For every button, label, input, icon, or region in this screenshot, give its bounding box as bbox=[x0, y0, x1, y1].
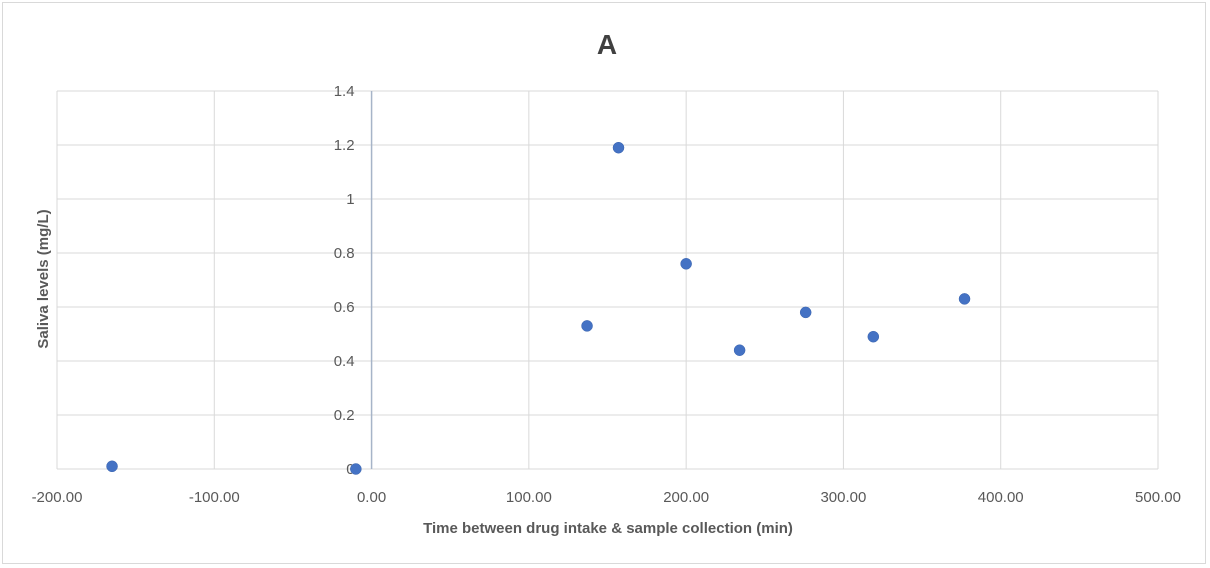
y-tick-label: 1.2 bbox=[334, 137, 355, 154]
data-points bbox=[106, 141, 971, 475]
y-tick-label: 0.6 bbox=[334, 299, 355, 316]
y-tick-label: 0.8 bbox=[334, 245, 355, 262]
y-tick-label: 1 bbox=[346, 191, 354, 208]
data-point bbox=[581, 320, 593, 332]
x-tick-label: 300.00 bbox=[820, 489, 866, 506]
x-tick-label: 400.00 bbox=[978, 489, 1024, 506]
data-point bbox=[106, 460, 118, 473]
data-point bbox=[958, 293, 971, 305]
data-point bbox=[867, 330, 880, 343]
y-axis-title: Saliva levels (mg/L) bbox=[35, 209, 52, 348]
data-point bbox=[350, 463, 362, 475]
x-tick-label: 0.00 bbox=[357, 489, 386, 506]
y-tick-labels: 00.20.40.60.811.21.4 bbox=[334, 83, 355, 478]
chart-title: A bbox=[597, 29, 617, 60]
x-tick-label: 500.00 bbox=[1135, 489, 1181, 506]
y-tick-label: 0.2 bbox=[334, 407, 355, 424]
x-tick-label: 100.00 bbox=[506, 489, 552, 506]
x-tick-label: 200.00 bbox=[663, 489, 709, 506]
data-point bbox=[733, 344, 746, 356]
x-tick-label: -200.00 bbox=[32, 489, 83, 506]
y-tick-label: 1.4 bbox=[334, 83, 355, 100]
data-point bbox=[799, 306, 812, 319]
y-tick-label: 0.4 bbox=[334, 353, 355, 370]
data-point bbox=[612, 141, 625, 154]
data-point bbox=[680, 258, 692, 270]
x-tick-labels: -200.00 -100.00 0.00 100.00 200.00 300.00 400.… bbox=[32, 489, 1181, 506]
x-tick-label: -100.00 bbox=[189, 489, 240, 506]
x-axis-title: Time between drug intake & sample collec… bbox=[423, 520, 793, 537]
grid-lines bbox=[56, 90, 1159, 470]
